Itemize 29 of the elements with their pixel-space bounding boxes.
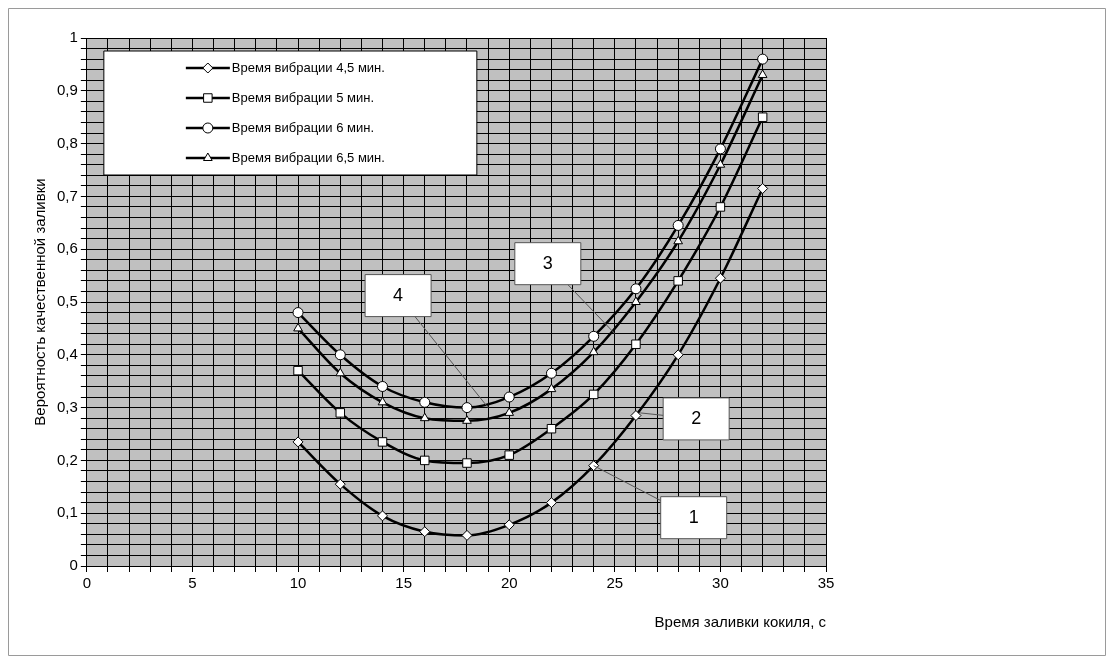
- legend-label: Время вибрации 6 мин.: [231, 119, 375, 135]
- legend-label: Время вибрации 6,5 мин.: [231, 149, 385, 165]
- x-axis-title: Время заливки кокиля, с: [654, 613, 827, 631]
- y-tick-label: 0,8: [56, 133, 78, 151]
- y-tick-label: 0,9: [56, 80, 78, 98]
- y-axis-title: Вероятность качественной заливки: [31, 178, 49, 426]
- y-tick-label: 0,5: [56, 292, 78, 310]
- x-tick-label: 10: [289, 574, 307, 592]
- y-tick-label: 0,4: [56, 344, 78, 362]
- annotation: 4: [393, 284, 404, 305]
- x-tick-label: 30: [712, 574, 729, 592]
- y-tick-label: 0,2: [56, 450, 78, 468]
- y-tick-label: 0: [69, 556, 78, 574]
- legend-label: Время вибрации 4,5 мин.: [231, 59, 385, 75]
- annotation: 1: [688, 506, 699, 527]
- x-tick-label: 15: [395, 574, 412, 592]
- x-tick-label: 25: [606, 574, 624, 592]
- y-tick-label: 0,7: [56, 186, 78, 204]
- x-tick-label: 0: [82, 574, 92, 592]
- x-tick-label: 35: [817, 574, 835, 592]
- y-tick-label: 0,3: [56, 397, 78, 415]
- annotation: 2: [691, 407, 702, 428]
- x-tick-label: 5: [188, 574, 197, 592]
- x-tick-label: 20: [500, 574, 518, 592]
- y-tick-label: 1: [69, 28, 78, 46]
- y-tick-label: 0,1: [56, 503, 78, 521]
- y-tick-label: 0,6: [56, 239, 78, 257]
- annotation: 3: [542, 252, 553, 273]
- legend-label: Время вибрации 5 мин.: [231, 89, 375, 105]
